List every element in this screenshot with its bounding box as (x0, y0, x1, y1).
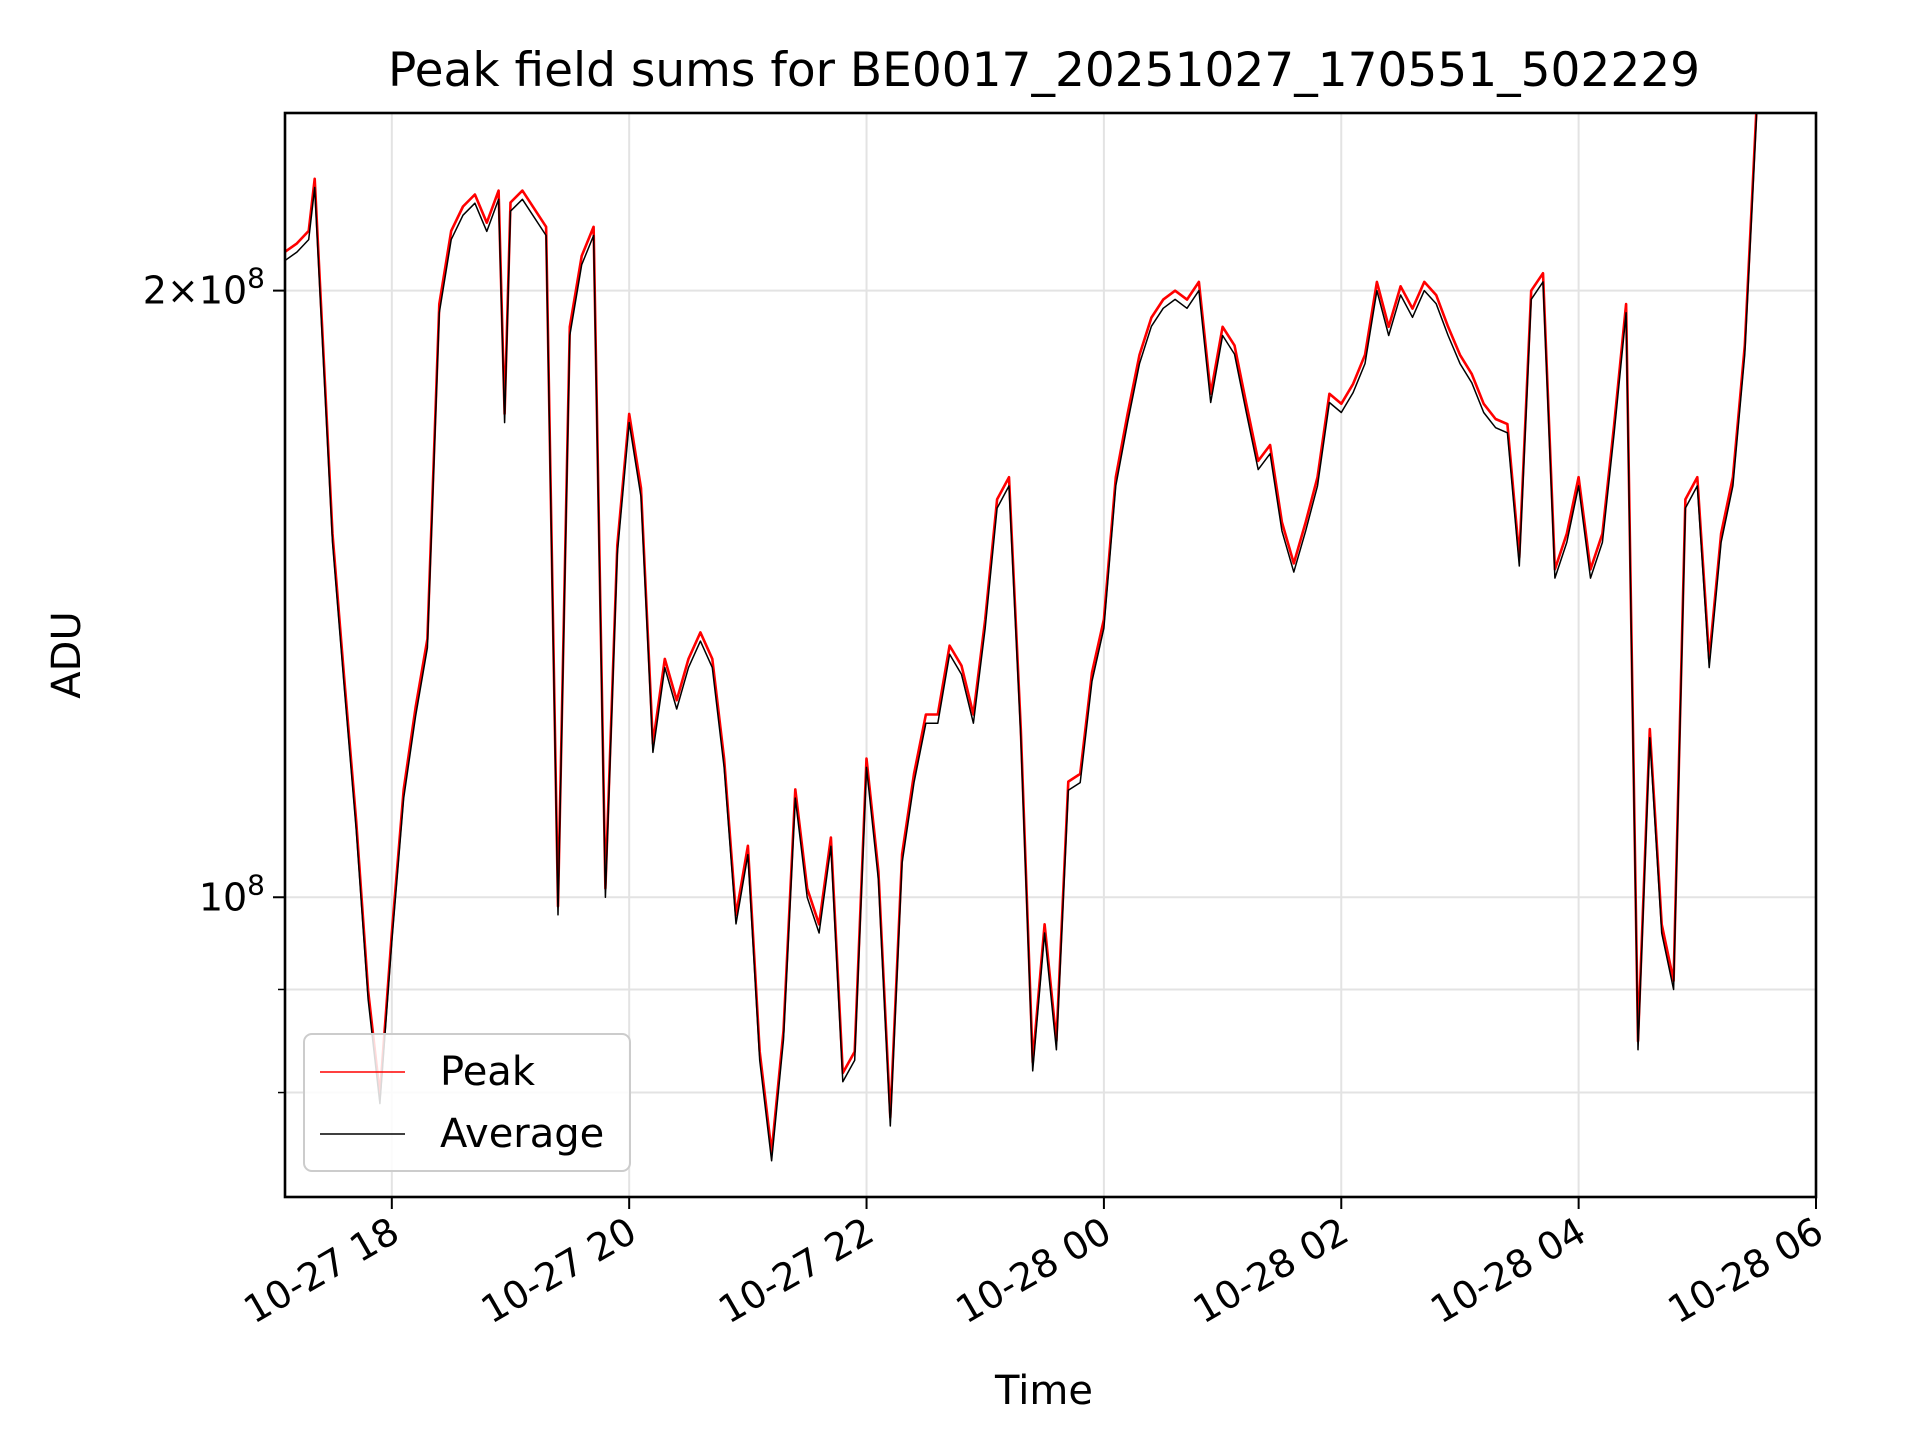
legend-peak-label: Peak (440, 1049, 536, 1095)
series-layer (285, 113, 1758, 1162)
x-axis-label: Time (994, 1368, 1093, 1414)
y-axis-label: ADU (44, 611, 90, 698)
plot-frame (283, 111, 1818, 1199)
legend-box (303, 1033, 631, 1172)
y-tick-label: 2×108 (143, 262, 265, 313)
legend: Peak Average (303, 1033, 631, 1172)
chart-title: Peak field sums for BE0017_20251027_1705… (388, 43, 1700, 98)
legend-average-label: Average (440, 1111, 604, 1157)
series-line-average (285, 113, 1758, 1162)
